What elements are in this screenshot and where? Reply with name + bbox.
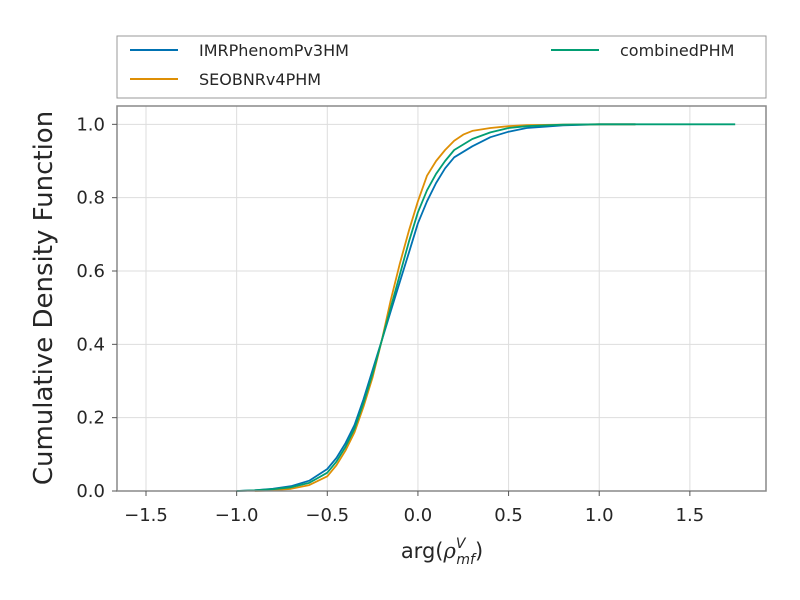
legend-label-3: combinedPHM — [620, 41, 734, 60]
y-axis-title: Cumulative Density Function — [29, 111, 59, 485]
legend: IMRPhenomPv3HM SEOBNRv4PHM combinedPHM — [130, 41, 734, 89]
series-line-3 — [236, 123, 736, 492]
y-tick-label: 0.4 — [76, 334, 105, 355]
x-axis-ticks: −1.5 −1.0 −0.5 0.0 0.5 1.0 1.5 — [124, 491, 704, 526]
x-tick-label: 0.0 — [404, 505, 433, 526]
x-tick-label: −0.5 — [305, 505, 349, 526]
plot-area — [117, 106, 766, 491]
x-tick-label: 1.0 — [585, 505, 614, 526]
x-tick-label: 1.5 — [676, 505, 705, 526]
x-axis-title: arg(ρV mf) — [401, 536, 483, 568]
plot-frame — [116, 105, 767, 492]
y-tick-label: 0.2 — [76, 408, 105, 429]
x-tick-label: 0.5 — [494, 505, 523, 526]
y-tick-label: 1.0 — [76, 114, 105, 135]
legend-label-2: SEOBNRv4PHM — [199, 70, 321, 89]
y-tick-label: 0.8 — [76, 188, 105, 209]
y-tick-label: 0.6 — [76, 261, 105, 282]
legend-box — [116, 35, 767, 99]
series-line-2 — [254, 123, 636, 492]
series-line-1 — [236, 123, 636, 492]
y-tick-label: 0.0 — [76, 481, 105, 502]
x-tick-label: −1.0 — [215, 505, 259, 526]
y-axis-ticks: 0.0 0.2 0.4 0.6 0.8 1.0 — [76, 114, 117, 502]
series-lines — [236, 123, 736, 492]
x-tick-label: −1.5 — [124, 505, 168, 526]
legend-label-1: IMRPhenomPv3HM — [199, 41, 349, 60]
